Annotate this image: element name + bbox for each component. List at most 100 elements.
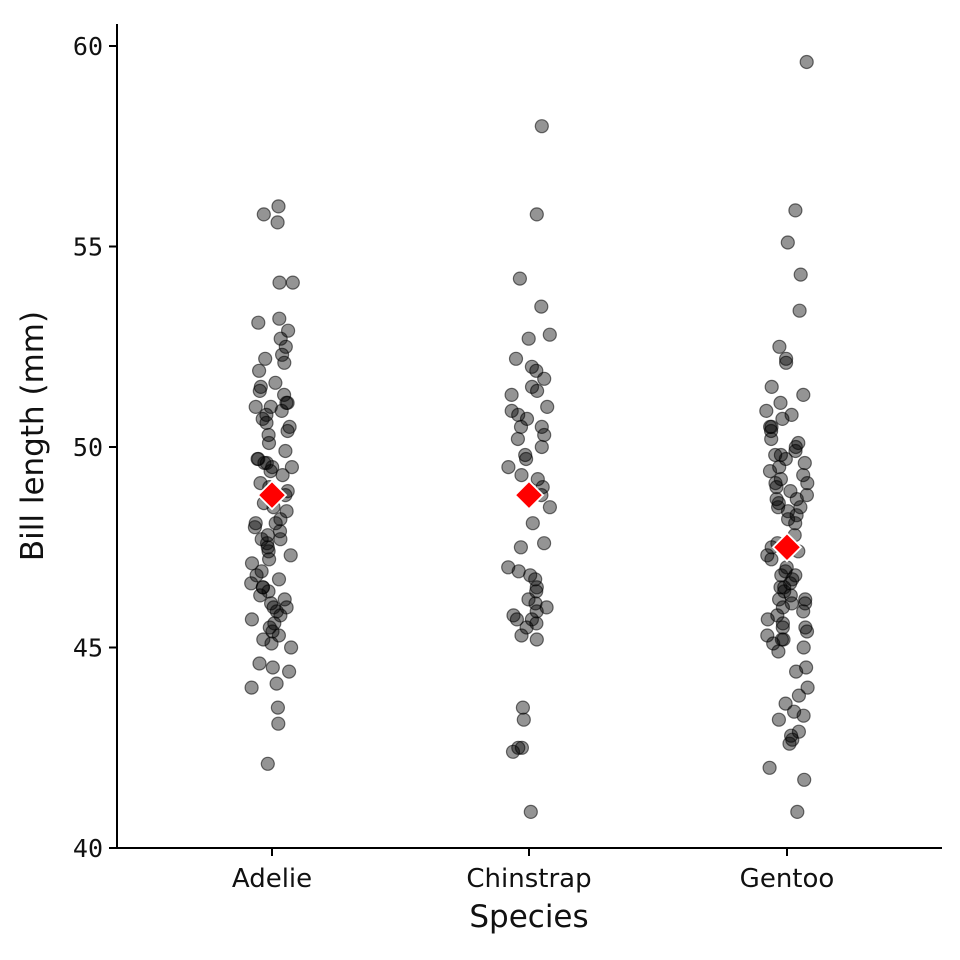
data-point	[504, 387, 519, 402]
data-point	[534, 119, 549, 134]
data-point	[284, 640, 299, 655]
data-point	[282, 664, 297, 679]
data-point	[800, 680, 815, 695]
data-point	[762, 760, 777, 775]
data-point	[271, 199, 286, 214]
data-point	[788, 516, 803, 531]
data-point	[778, 355, 794, 370]
data-point	[764, 379, 779, 394]
data-point	[521, 331, 536, 346]
data-point	[278, 339, 293, 354]
data-point	[285, 275, 300, 290]
data-point	[799, 624, 815, 639]
data-point	[760, 612, 775, 627]
x-tick-label: Gentoo	[740, 864, 835, 894]
data-point	[244, 680, 259, 695]
data-point	[766, 636, 781, 651]
data-point	[248, 399, 263, 414]
y-tick-label: 50	[73, 433, 103, 462]
data-point	[283, 548, 298, 563]
data-point	[270, 215, 285, 230]
data-point	[529, 580, 544, 595]
data-point	[247, 520, 262, 535]
data-point	[274, 403, 289, 418]
data-point	[264, 596, 279, 611]
data-point	[773, 395, 788, 410]
data-point	[760, 548, 775, 563]
data-point	[771, 712, 787, 727]
data-point	[782, 736, 797, 751]
data-point	[537, 371, 552, 386]
data-point	[759, 403, 774, 418]
data-point	[788, 664, 804, 679]
y-axis-title: Bill length (mm)	[15, 311, 51, 561]
data-point	[268, 516, 283, 531]
data-point	[508, 351, 524, 366]
data-point	[791, 435, 806, 451]
y-tick-label: 55	[73, 233, 103, 262]
data-point	[775, 616, 791, 631]
data-point	[252, 656, 267, 671]
data-point	[784, 596, 799, 611]
data-point	[775, 600, 791, 615]
data-point	[509, 612, 525, 627]
data-point	[269, 676, 284, 691]
data-point	[529, 632, 544, 647]
x-axis-title: Species	[469, 899, 588, 935]
data-point	[262, 552, 277, 567]
data-point	[789, 492, 804, 507]
data-point	[537, 427, 552, 443]
data-point	[762, 464, 778, 479]
data-point	[279, 395, 294, 410]
data-point	[796, 708, 811, 723]
data-point	[252, 363, 267, 378]
data-point	[529, 383, 545, 398]
data-point	[775, 411, 790, 426]
data-point	[272, 311, 287, 326]
data-point	[519, 620, 534, 635]
data-point	[778, 351, 794, 366]
data-point	[534, 419, 549, 434]
data-point	[284, 460, 299, 475]
data-point	[788, 203, 803, 218]
data-point	[529, 604, 544, 619]
data-point	[253, 588, 268, 603]
data-point	[277, 355, 292, 370]
data-point	[256, 207, 271, 222]
data-point	[780, 512, 796, 527]
data-point	[792, 303, 807, 318]
data-point	[271, 716, 286, 731]
data-point	[796, 387, 811, 402]
data-point	[764, 431, 779, 447]
data-point	[501, 460, 516, 475]
data-point	[790, 804, 805, 820]
data-point	[764, 552, 779, 567]
means-layer	[256, 479, 803, 563]
y-tick-label: 60	[73, 32, 103, 61]
data-point	[542, 327, 557, 342]
data-point	[793, 267, 808, 282]
data-point	[513, 419, 529, 434]
data-point	[788, 439, 803, 455]
data-point	[772, 339, 787, 354]
x-tick-label: Adelie	[232, 864, 312, 894]
data-point	[530, 472, 545, 487]
y-tick-label: 40	[73, 834, 103, 863]
data-point	[251, 315, 266, 330]
data-point	[244, 612, 259, 627]
data-point	[771, 644, 786, 659]
data-point	[534, 299, 549, 314]
data-point	[514, 468, 529, 483]
data-point	[280, 423, 295, 439]
data-point	[512, 271, 528, 286]
data-point	[501, 560, 516, 575]
data-point	[273, 532, 288, 547]
points-layer	[244, 54, 815, 820]
data-point	[263, 464, 278, 479]
data-point	[788, 443, 803, 459]
data-point	[796, 604, 811, 619]
data-point	[275, 347, 290, 362]
data-point	[264, 636, 279, 651]
data-point	[270, 700, 285, 715]
data-point	[780, 235, 795, 250]
